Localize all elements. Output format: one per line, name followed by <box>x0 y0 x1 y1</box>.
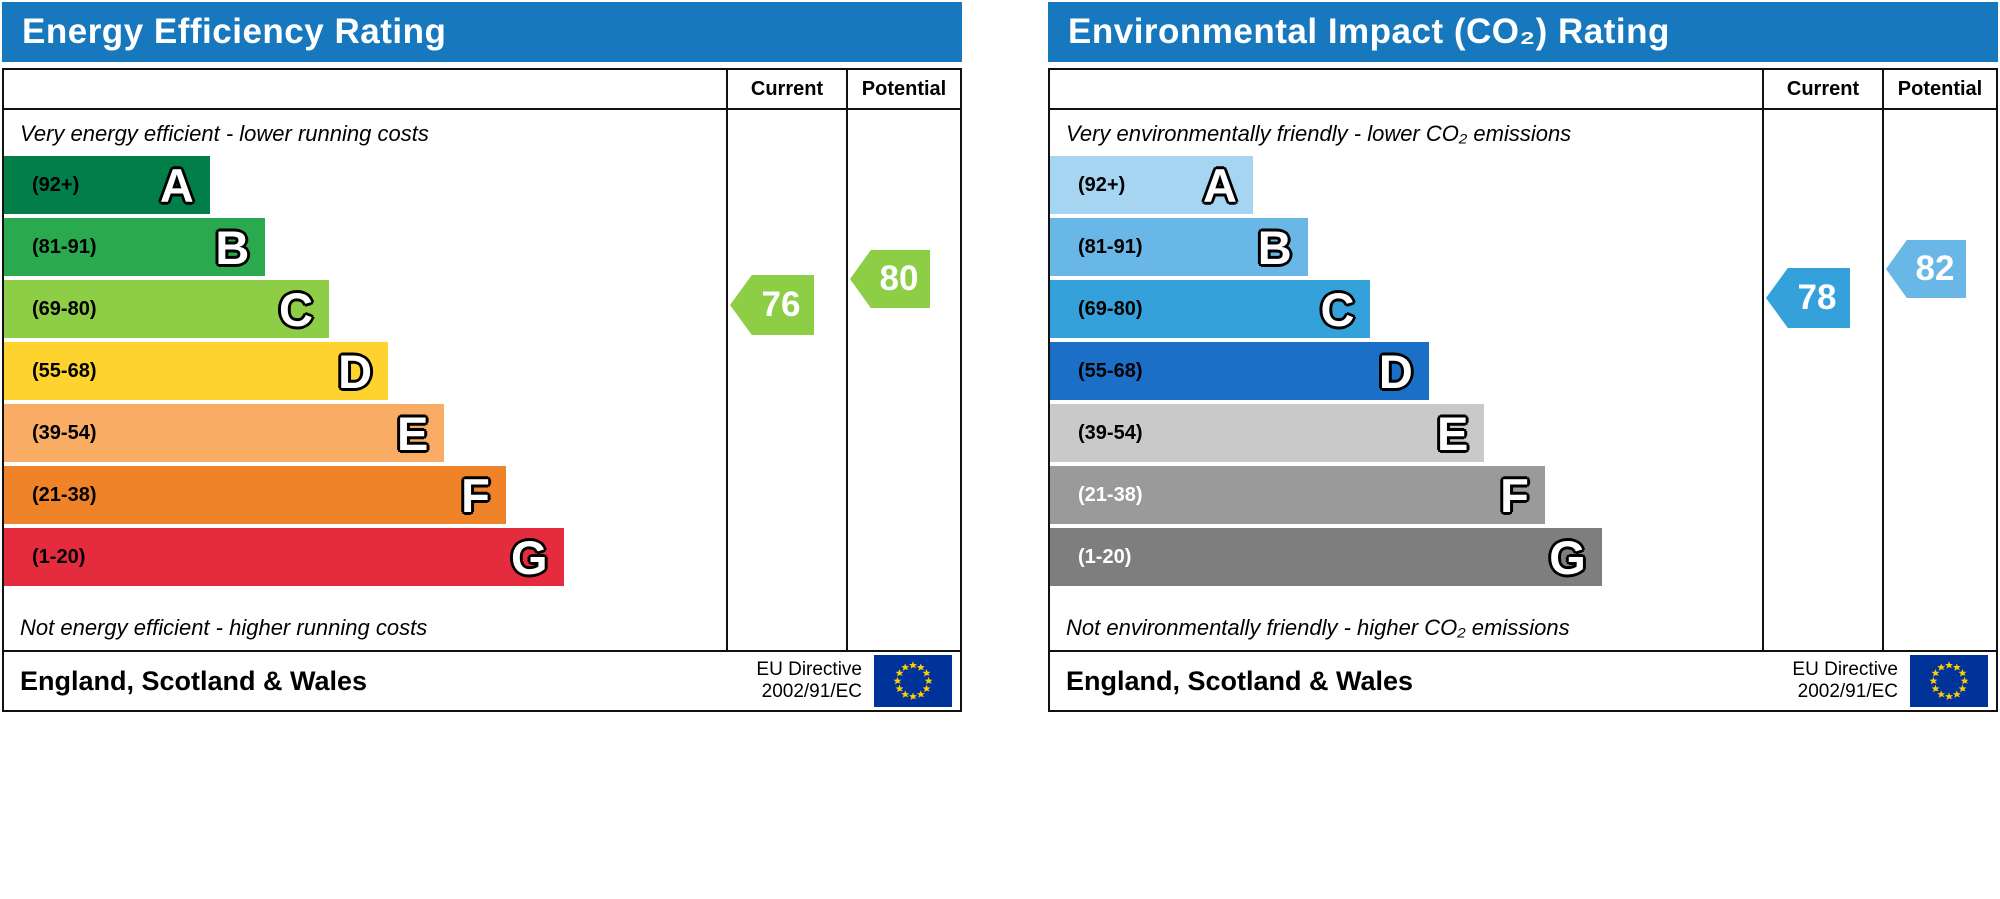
eu-directive-line2: 2002/91/EC <box>761 681 862 702</box>
band-range: (69-80) <box>1078 297 1143 320</box>
band-range: (39-54) <box>32 421 97 444</box>
band-range: (55-68) <box>32 359 97 382</box>
band-range: (1-20) <box>1078 545 1132 568</box>
band-letter: B <box>1257 220 1292 274</box>
band-letter: G <box>1549 530 1586 584</box>
rating-bands: (92+) A (81-91) B (69-80) C (55-68) D <box>4 152 726 590</box>
potential-column-header: Potential <box>846 70 960 108</box>
eu-directive-line2: 2002/91/EC <box>1797 681 1898 702</box>
band-range: (92+) <box>32 173 80 196</box>
band-f: (21-38) F <box>1050 466 1545 524</box>
columns-header: Current Potential <box>4 70 960 110</box>
chart-body: Very environmentally friendly - lower CO… <box>1050 110 1996 650</box>
band-letter: F <box>1500 468 1529 522</box>
energy-efficiency-chart: Energy Efficiency Rating Current Potenti… <box>2 2 962 712</box>
chart-table: Current Potential Very environmentally f… <box>1048 68 1998 712</box>
columns-header-spacer <box>4 70 726 108</box>
chart-body: Very energy efficient - lower running co… <box>4 110 960 650</box>
band-letter: B <box>215 220 250 274</box>
eu-flag-icon <box>1910 655 1988 707</box>
rating-bands: (92+) A (81-91) B (69-80) C (55-68) D <box>1050 152 1762 590</box>
top-caption: Very environmentally friendly - lower CO… <box>1066 121 1572 146</box>
band-letter: C <box>1320 282 1355 336</box>
eu-directive-line1: EU Directive <box>756 659 862 681</box>
potential-value-column: 82 <box>1882 110 1996 650</box>
band-letter: E <box>1436 406 1469 460</box>
potential-rating-arrow: 82 <box>1886 240 1966 298</box>
eu-directive-line1: EU Directive <box>1792 659 1898 681</box>
band-a: (92+) A <box>4 156 210 214</box>
current-value-column: 76 <box>726 110 846 650</box>
eu-directive-label: EU Directive 2002/91/EC <box>756 659 862 703</box>
band-range: (81-91) <box>32 235 97 258</box>
band-e: (39-54) E <box>4 404 445 462</box>
potential-rating-arrow: 80 <box>850 250 930 308</box>
eu-directive-label: EU Directive 2002/91/EC <box>1792 659 1898 703</box>
band-letter: D <box>338 344 373 398</box>
eu-flag-icon <box>874 655 952 707</box>
band-c: (69-80) C <box>4 280 329 338</box>
band-b: (81-91) B <box>1050 218 1308 276</box>
chart-table: Current Potential Very energy efficient … <box>2 68 962 712</box>
columns-header-spacer <box>1050 70 1762 108</box>
band-c: (69-80) C <box>1050 280 1371 338</box>
current-column-header: Current <box>1762 70 1882 108</box>
current-rating-arrow: 76 <box>730 275 814 335</box>
band-b: (81-91) B <box>4 218 266 276</box>
band-letter: A <box>159 158 194 212</box>
current-rating-arrow: 78 <box>1766 268 1850 328</box>
band-d: (55-68) D <box>1050 342 1429 400</box>
columns-header: Current Potential <box>1050 70 1996 110</box>
band-letter: G <box>510 530 548 584</box>
band-g: (1-20) G <box>1050 528 1602 586</box>
band-e: (39-54) E <box>1050 404 1485 462</box>
band-a: (92+) A <box>1050 156 1253 214</box>
bottom-caption: Not environmentally friendly - higher CO… <box>1066 615 1570 640</box>
chart-title: Energy Efficiency Rating <box>2 2 962 62</box>
band-range: (81-91) <box>1078 235 1143 258</box>
potential-column-header: Potential <box>1882 70 1996 108</box>
environmental-impact-chart: Environmental Impact (CO₂) Rating Curren… <box>1048 2 1998 712</box>
current-value-column: 78 <box>1762 110 1882 650</box>
region-label: England, Scotland & Wales <box>20 665 368 696</box>
band-letter: C <box>278 282 313 336</box>
band-g: (1-20) G <box>4 528 564 586</box>
bands-area: Very energy efficient - lower running co… <box>4 110 726 650</box>
band-range: (92+) <box>1078 173 1126 196</box>
band-letter: A <box>1202 158 1237 212</box>
top-caption: Very energy efficient - lower running co… <box>20 121 429 146</box>
band-f: (21-38) F <box>4 466 506 524</box>
band-letter: E <box>397 406 429 460</box>
band-range: (39-54) <box>1078 421 1143 444</box>
band-d: (55-68) D <box>4 342 389 400</box>
band-range: (55-68) <box>1078 359 1143 382</box>
band-range: (1-20) <box>32 545 86 568</box>
band-range: (21-38) <box>1078 483 1143 506</box>
bands-area: Very environmentally friendly - lower CO… <box>1050 110 1762 650</box>
chart-footer: England, Scotland & Wales EU Directive 2… <box>1050 650 1996 710</box>
band-range: (21-38) <box>32 483 97 506</box>
band-letter: D <box>1378 344 1413 398</box>
current-column-header: Current <box>726 70 846 108</box>
band-range: (69-80) <box>32 297 97 320</box>
chart-footer: England, Scotland & Wales EU Directive 2… <box>4 650 960 710</box>
region-label: England, Scotland & Wales <box>1066 665 1414 696</box>
chart-title: Environmental Impact (CO₂) Rating <box>1048 2 1998 62</box>
bottom-caption: Not energy efficient - higher running co… <box>20 615 428 640</box>
band-letter: F <box>461 468 490 522</box>
potential-value-column: 80 <box>846 110 960 650</box>
